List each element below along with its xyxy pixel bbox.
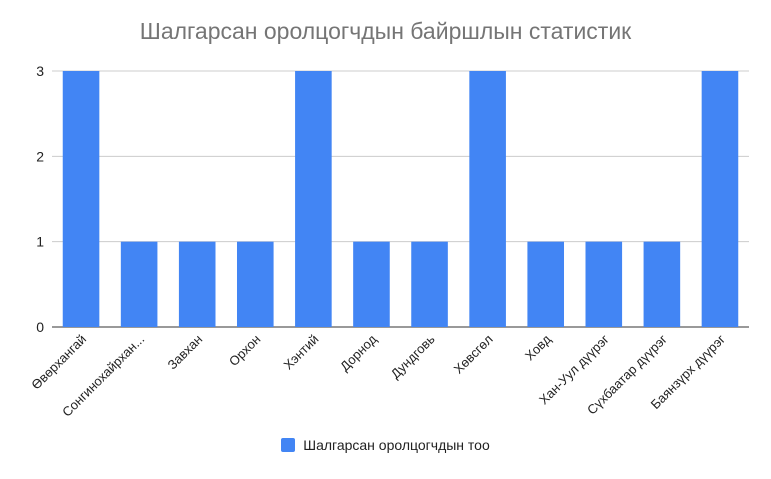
y-tick-label: 0: [36, 319, 44, 335]
x-tick-label: Хэнтий: [281, 332, 322, 373]
chart-title: Шалгарсан оролцогчдын байршлын статистик: [139, 18, 632, 44]
bar: [411, 241, 448, 327]
bar: [236, 241, 274, 327]
bar: [585, 241, 623, 327]
x-tick-label: Хөвсгөл: [451, 332, 496, 377]
bar: [469, 71, 506, 327]
bar: [178, 241, 216, 327]
bar: [353, 241, 390, 327]
bar: [295, 71, 332, 327]
legend: Шалгарсан оролцогчдын тоо: [0, 437, 771, 453]
x-tick-label: Ховд: [522, 331, 554, 363]
bar: [120, 241, 158, 327]
legend-label: Шалгарсан оролцогчдын тоо: [303, 437, 490, 453]
x-tick-label: Дундговь: [388, 331, 438, 381]
y-tick-label: 2: [36, 148, 44, 164]
y-tick-label: 1: [36, 234, 44, 250]
x-tick-label: Завхан: [164, 332, 205, 373]
bar: [643, 241, 681, 327]
bar: [62, 71, 100, 327]
bar: [527, 241, 565, 327]
bar: [701, 71, 739, 327]
legend-swatch: [281, 438, 296, 452]
y-tick-label: 3: [36, 63, 44, 79]
x-tick-label: Орхон: [226, 332, 263, 369]
x-tick-label: Дорнод: [337, 331, 380, 374]
x-tick-label: Өвөрхангай: [28, 332, 89, 393]
